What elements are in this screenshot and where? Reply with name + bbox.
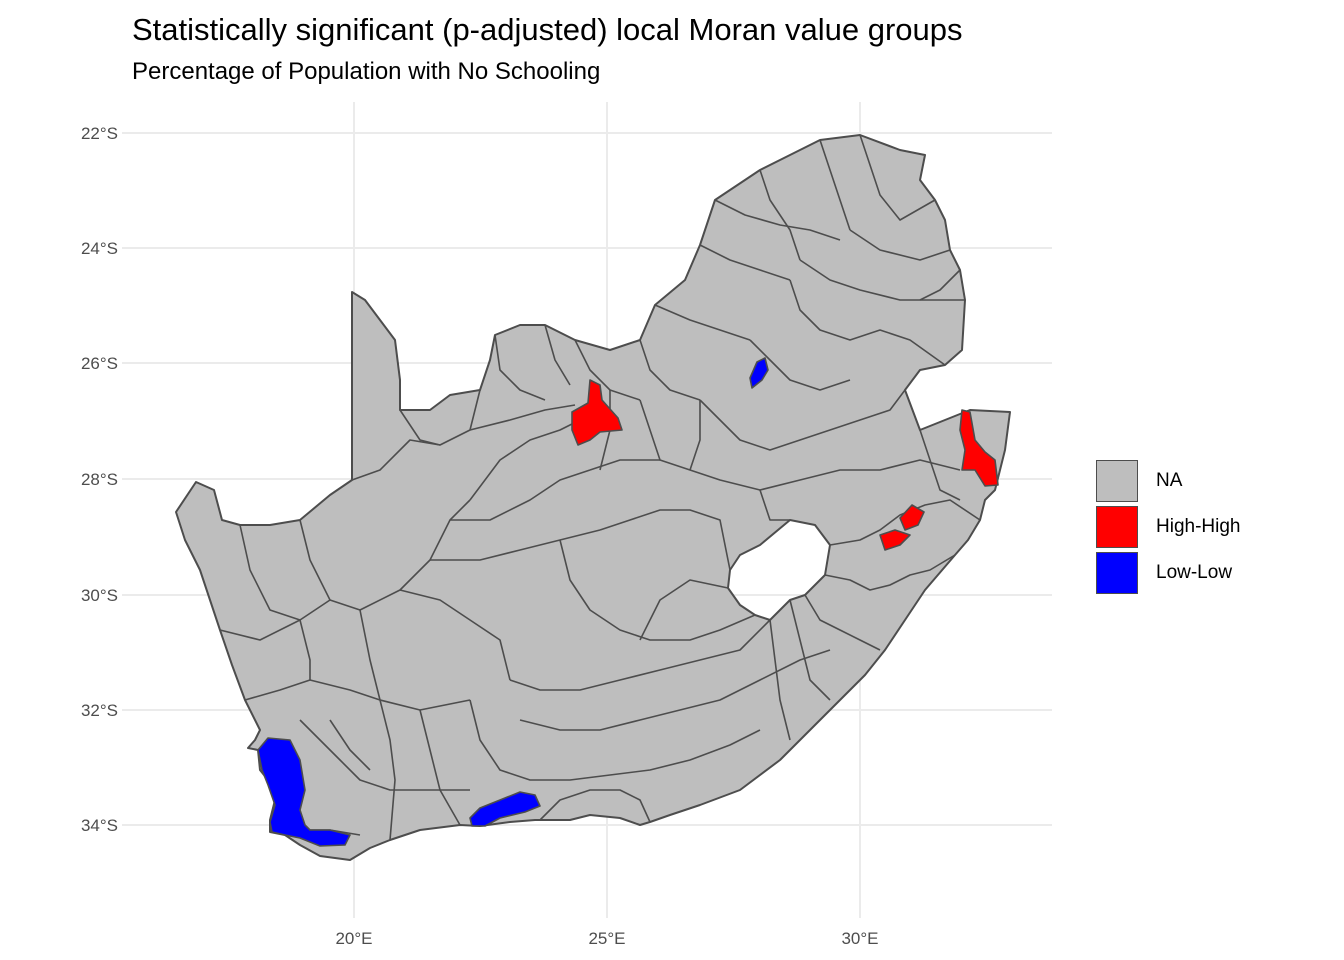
x-tick-label: 30°E <box>841 929 878 948</box>
high-high-region <box>571 379 623 446</box>
high-high-region <box>899 504 925 531</box>
low-low-regions <box>257 357 769 847</box>
high-high-region <box>959 409 999 487</box>
na-regions <box>175 134 1011 861</box>
legend: NA High-High Low-Low <box>1096 458 1240 596</box>
legend-swatch <box>1096 552 1138 594</box>
country-shape <box>175 134 1011 861</box>
high-high-region <box>879 529 911 551</box>
legend-label: High-High <box>1156 516 1241 537</box>
map-subtitle: Percentage of Population with No Schooli… <box>132 58 601 85</box>
legend-item-low-low: Low-Low <box>1096 550 1240 596</box>
map-title: Statistically significant (p-adjusted) l… <box>132 12 963 47</box>
y-tick-label: 32°S <box>81 701 118 720</box>
low-low-region <box>469 791 541 827</box>
y-tick-label: 30°S <box>81 586 118 605</box>
y-tick-label: 24°S <box>81 239 118 258</box>
x-tick-label: 20°E <box>335 929 372 948</box>
y-tick-label: 26°S <box>81 354 118 373</box>
x-tick-label: 25°E <box>588 929 625 948</box>
high-high-regions <box>571 379 999 551</box>
legend-item-na: NA <box>1096 458 1240 504</box>
low-low-region <box>749 357 769 389</box>
legend-label: NA <box>1156 470 1183 491</box>
low-low-region <box>257 737 351 847</box>
legend-swatch <box>1096 506 1138 548</box>
y-tick-label: 28°S <box>81 470 118 489</box>
legend-label: Low-Low <box>1156 562 1233 583</box>
legend-swatch <box>1096 460 1138 502</box>
y-tick-labels: 22°S 24°S 26°S 28°S 30°S 32°S 34°S <box>81 124 118 835</box>
legend-item-high-high: High-High <box>1096 504 1240 550</box>
x-tick-labels: 20°E 25°E 30°E <box>335 929 878 948</box>
y-tick-label: 34°S <box>81 816 118 835</box>
y-tick-label: 22°S <box>81 124 118 143</box>
